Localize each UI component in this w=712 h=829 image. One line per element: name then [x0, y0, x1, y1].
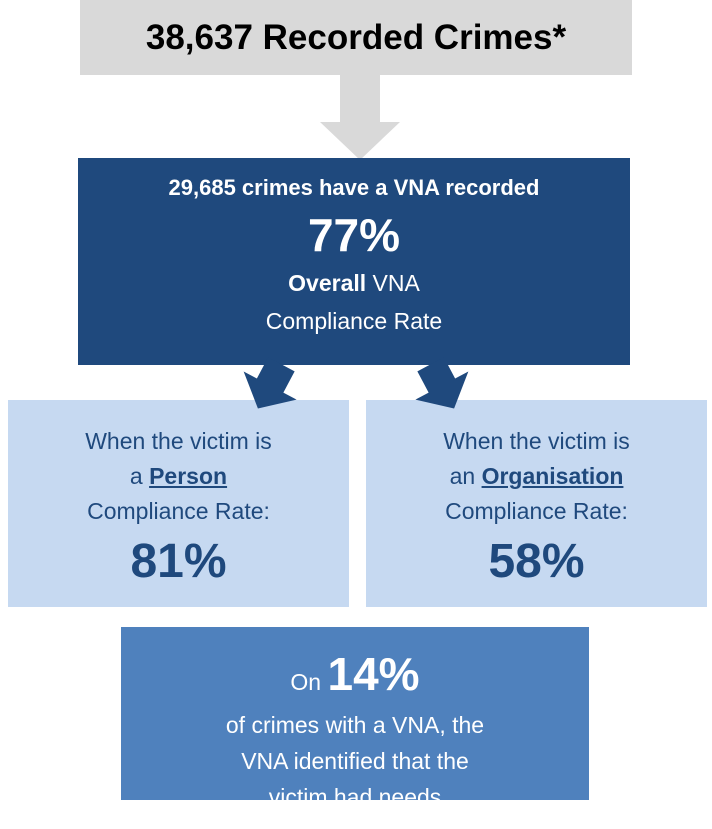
- prefix: a: [129, 463, 143, 489]
- line3: Compliance Rate:: [445, 498, 628, 524]
- title: 38,637 Recorded Crimes*: [145, 18, 567, 57]
- person-box: When the victim is a Person Compliance R…: [8, 400, 349, 607]
- emphasis: Organisation: [481, 463, 624, 489]
- rate-label: Overall VNA: [78, 264, 630, 302]
- prefix: an: [449, 463, 476, 489]
- line1: When the victim is: [443, 428, 630, 454]
- organisation-box: When the victim is an Organisation Compl…: [366, 400, 707, 607]
- prefix: On: [290, 669, 322, 695]
- overall-rate: 77%: [307, 209, 401, 261]
- needs-line: victim had needs: [268, 784, 442, 810]
- needs-line: of crimes with a VNA, the: [225, 712, 485, 738]
- person-rate: 81%: [130, 535, 227, 588]
- total-crimes: 38,637 Recorded Crimes*: [80, 0, 632, 75]
- needs-rate: 14%: [327, 648, 420, 700]
- label-bold: Overall: [288, 270, 367, 296]
- organisation-rate: 58%: [488, 535, 585, 588]
- line2: a Person: [8, 459, 349, 494]
- line3: Compliance Rate:: [87, 498, 270, 524]
- label-rest: VNA: [372, 270, 420, 296]
- rate-label-2: Compliance Rate: [265, 308, 443, 334]
- needs-box: On 14% of crimes with a VNA, the VNA ide…: [121, 627, 589, 810]
- summary-heading: 29,685 crimes have a VNA recorded: [168, 175, 540, 200]
- down-arrow: [320, 75, 400, 160]
- summary-box: 29,685 crimes have a VNA recorded 77% Ov…: [78, 158, 630, 365]
- line2: an Organisation: [366, 459, 707, 494]
- needs-line: VNA identified that the: [241, 748, 469, 774]
- line1: When the victim is: [85, 428, 272, 454]
- needs-rate-line: On 14%: [121, 649, 589, 707]
- emphasis: Person: [149, 463, 228, 489]
